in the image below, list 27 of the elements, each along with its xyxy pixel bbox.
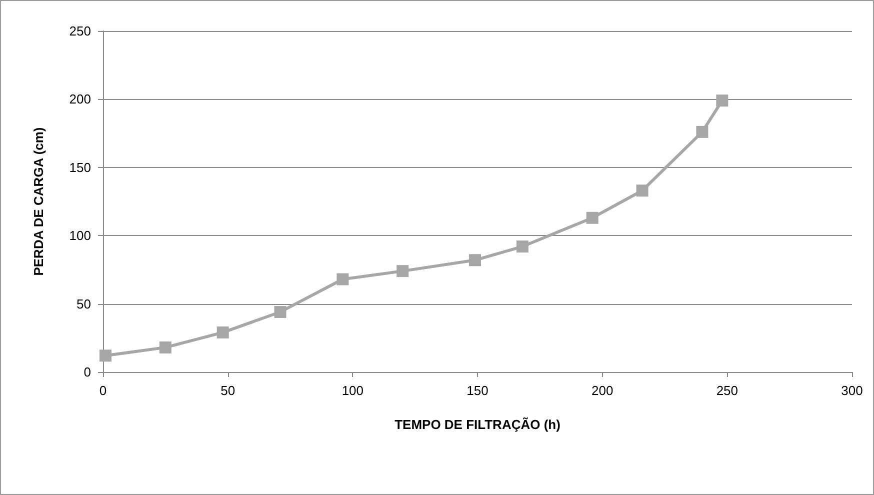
point xyxy=(274,306,286,318)
point xyxy=(586,212,598,224)
point xyxy=(636,184,648,197)
x-tick-label: 300 xyxy=(841,383,863,398)
x-tick-label: 250 xyxy=(716,383,738,398)
x-tick-label: 200 xyxy=(591,383,614,398)
y-tick-label: 150 xyxy=(69,160,91,175)
x-tick-label: 100 xyxy=(342,383,364,398)
point xyxy=(469,254,482,266)
y-axis-title: PERDA DE CARGA (cm) xyxy=(31,127,46,276)
point xyxy=(99,350,112,362)
point xyxy=(516,240,528,253)
point xyxy=(696,126,708,138)
y-tick-label: 250 xyxy=(69,24,91,38)
point xyxy=(336,273,349,286)
point xyxy=(716,94,728,107)
y-tick-label: 100 xyxy=(69,228,91,244)
y-tick-label: 50 xyxy=(76,296,91,312)
point xyxy=(159,341,172,354)
x-tick-label: 0 xyxy=(99,383,107,398)
point xyxy=(216,326,229,338)
x-tick-label: 50 xyxy=(220,383,236,398)
point xyxy=(396,265,409,278)
y-tick-label: 0 xyxy=(84,364,91,380)
x-tick-label: 150 xyxy=(466,383,488,398)
x-axis-title: TEMPO DE FILTRAÇÃO (h) xyxy=(394,417,560,432)
y-tick-label: 200 xyxy=(69,92,91,107)
